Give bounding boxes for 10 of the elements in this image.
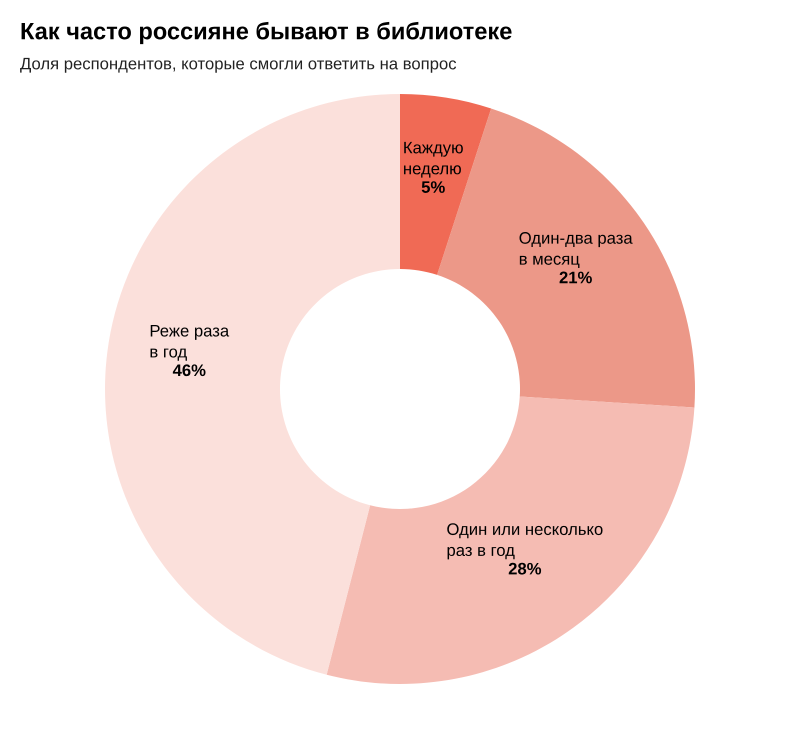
data-label: 5% — [422, 181, 445, 193]
data-label: 46% — [172, 364, 206, 376]
data-label: 21% — [560, 272, 592, 284]
chart-subtitle: Доля респондентов, которые смогли ответить на вопрос — [20, 58, 456, 73]
slice-label: Реже раза в год — [150, 324, 230, 361]
slice-label: Один-два раза в месяц — [520, 232, 633, 268]
chart-title: Как часто россияне бывают в библиотеке — [22, 22, 512, 44]
slice-label: Каждую неделю — [404, 142, 463, 178]
data-label: 28% — [508, 562, 542, 575]
slice-label: Один или несколько раз в год — [447, 523, 603, 560]
